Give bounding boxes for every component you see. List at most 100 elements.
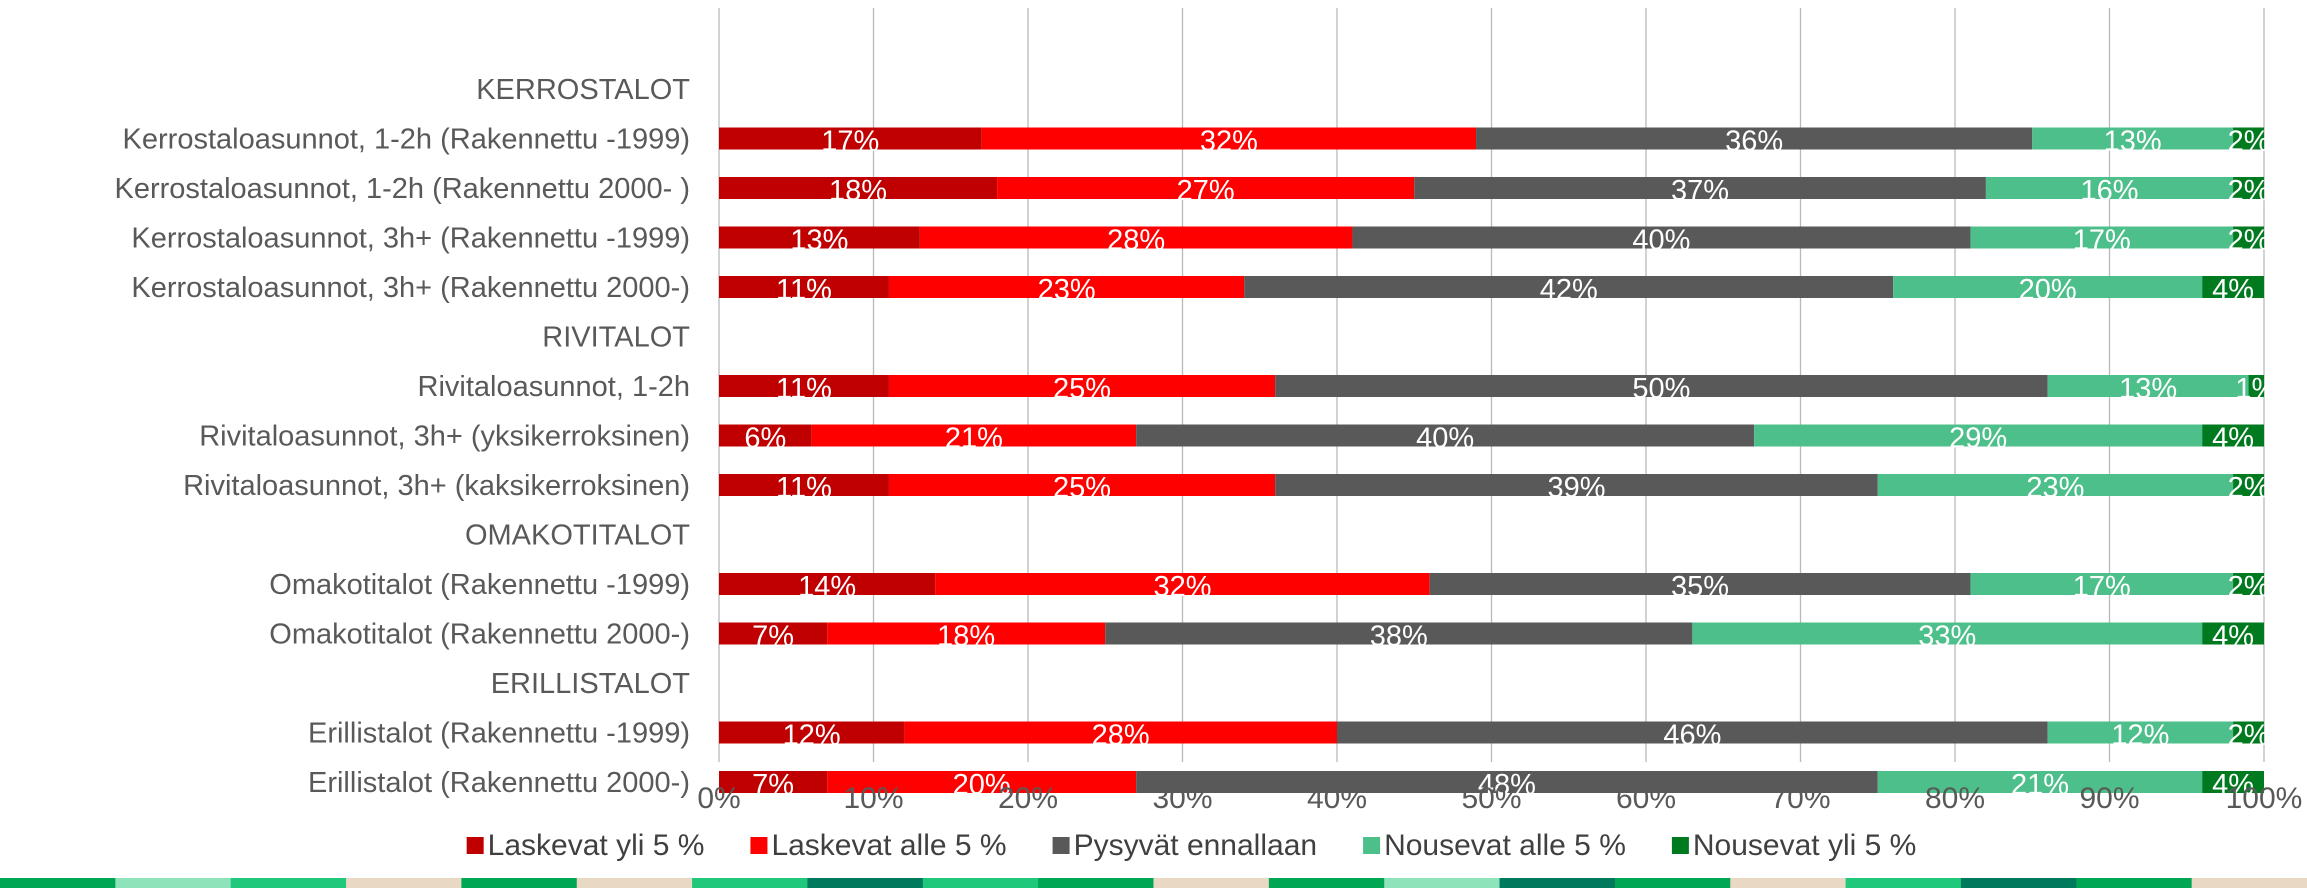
data-label: 50% [1632, 373, 1690, 405]
strip-segment [0, 878, 117, 888]
strip-segment [346, 878, 463, 888]
x-tick-label: 40% [1307, 782, 1367, 815]
bar-segment [1985, 177, 2234, 199]
category-label: Rivitaloasunnot, 1-2h [418, 371, 690, 403]
legend-label: Nousevat yli 5 % [1693, 829, 1916, 862]
x-tick-label: 60% [1616, 782, 1676, 815]
bar-segment [719, 226, 920, 249]
bar-segment [2032, 127, 2234, 150]
bar-segment [1414, 177, 1986, 199]
strip-segment [1038, 878, 1155, 888]
strip-segment [461, 878, 578, 888]
bar-segment [1970, 226, 2234, 249]
bar-segment [719, 424, 812, 447]
x-tick-label: 10% [843, 782, 903, 815]
data-label: 20% [2019, 274, 2077, 306]
category-label: Kerrostaloasunnot, 1-2h (Rakennettu 2000… [114, 173, 690, 205]
bar-segment [2233, 474, 2264, 496]
bar-segment [719, 127, 982, 150]
x-tick-label: 100% [2226, 782, 2303, 815]
data-label: 36% [1725, 126, 1783, 158]
data-label: 23% [2026, 472, 2084, 504]
x-tick-label: 30% [1152, 782, 1212, 815]
bar-segment [719, 375, 889, 397]
bar-segment [719, 573, 936, 595]
legend: Laskevat yli 5 % Laskevat alle 5 % Pysyvät… [466, 829, 1916, 862]
data-label: 40% [1632, 225, 1690, 257]
bar-segment [719, 474, 889, 496]
data-label: 7% [752, 769, 794, 801]
strip-segment [692, 878, 809, 888]
data-label: 17% [2073, 571, 2131, 603]
data-label: 6% [744, 423, 786, 455]
data-label: 12% [783, 720, 841, 752]
legend-swatch [1363, 837, 1381, 854]
bar-segment [1970, 573, 2234, 595]
strip-segment [230, 878, 348, 888]
x-tick-label: 70% [1770, 782, 1830, 815]
data-label: 13% [2119, 373, 2177, 405]
bar-segment [2047, 721, 2234, 744]
bar-segment [1754, 424, 2203, 447]
data-label: 48% [1478, 769, 1536, 801]
category-labels: KERROSTALOT Kerrostaloasunnot, 1-2h (Rake… [114, 74, 690, 799]
bar-segment [1476, 127, 2033, 150]
category-label: Kerrostaloasunnot, 3h+ (Rakennettu 2000-… [131, 272, 690, 304]
data-label: 17% [821, 126, 879, 158]
strip-segment [1960, 878, 2078, 888]
bar-segment [719, 771, 828, 793]
category-label: OMAKOTITALOT [465, 520, 690, 552]
bar-segment [2233, 177, 2264, 199]
bar-segment [2233, 573, 2264, 595]
bar-segment [719, 622, 828, 645]
bar-segment [2233, 721, 2264, 744]
bar-segment [888, 375, 1276, 397]
bar-segment [719, 721, 905, 744]
decorative-color-strip [0, 878, 2307, 888]
x-tick-label: 20% [998, 782, 1058, 815]
category-label: Omakotitalot (Rakennettu -1999) [269, 569, 690, 601]
data-label: 2% [2228, 720, 2270, 752]
bars: 17% 32% 36% 13% 2% 18% 27% 37% 16% 2% 13% 28% 40% 17%… [719, 126, 2277, 801]
strip-segment [1614, 878, 1732, 888]
category-label: KERROSTALOT [476, 74, 690, 106]
bar-segment [888, 276, 1245, 298]
bar-segment [1337, 721, 2048, 744]
data-label: 2% [2228, 225, 2270, 257]
bar-segment [1244, 276, 1894, 298]
bar-segment [2202, 276, 2264, 298]
data-label: 20% [953, 769, 1011, 801]
bar-segment [719, 177, 998, 199]
data-label: 21% [945, 423, 1003, 455]
category-label: Rivitaloasunnot, 3h+ (kaksikerroksinen) [183, 470, 690, 502]
data-label: 18% [937, 621, 995, 653]
legend-label: Pysyvät ennallaan [1074, 829, 1318, 862]
bar-segment [811, 424, 1137, 447]
strip-segment [922, 878, 1040, 888]
data-label: 14% [798, 571, 856, 603]
legend-label: Laskevat alle 5 % [771, 829, 1006, 862]
data-label: 27% [1177, 175, 1235, 207]
data-label: 46% [1663, 720, 1721, 752]
bar-segment [827, 771, 1137, 793]
category-label: Erillistalot (Rakennettu 2000-) [308, 767, 690, 799]
data-label: 2% [2228, 126, 2270, 158]
data-label: 7% [752, 621, 794, 653]
bar-segment [1893, 276, 2203, 298]
strip-segment [1730, 878, 1847, 888]
legend-label: Nousevat alle 5 % [1384, 829, 1626, 862]
bar-segment [2233, 127, 2264, 150]
data-label: 25% [1053, 472, 1111, 504]
bar-segment [1136, 771, 1878, 793]
data-label: 2% [2228, 472, 2270, 504]
bar-segment [719, 276, 889, 298]
bar-segment [1692, 622, 2203, 645]
strip-segment [1153, 878, 1270, 888]
strip-segment [576, 878, 694, 888]
data-label: 21% [2011, 769, 2069, 801]
strip-segment [1268, 878, 1386, 888]
bar-segment [2202, 622, 2264, 645]
category-label: Omakotitalot (Rakennettu 2000-) [269, 619, 690, 651]
bar-segment [981, 127, 1477, 150]
